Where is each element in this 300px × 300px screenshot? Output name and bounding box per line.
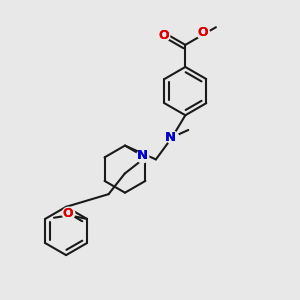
Text: N: N <box>165 131 176 144</box>
Text: N: N <box>136 149 147 162</box>
Text: O: O <box>197 26 208 40</box>
Text: N: N <box>136 149 147 162</box>
Text: O: O <box>158 29 169 42</box>
Text: O: O <box>62 206 73 220</box>
Text: O: O <box>197 26 208 40</box>
Text: N: N <box>165 131 176 144</box>
Text: O: O <box>62 206 73 220</box>
Text: O: O <box>158 29 169 42</box>
